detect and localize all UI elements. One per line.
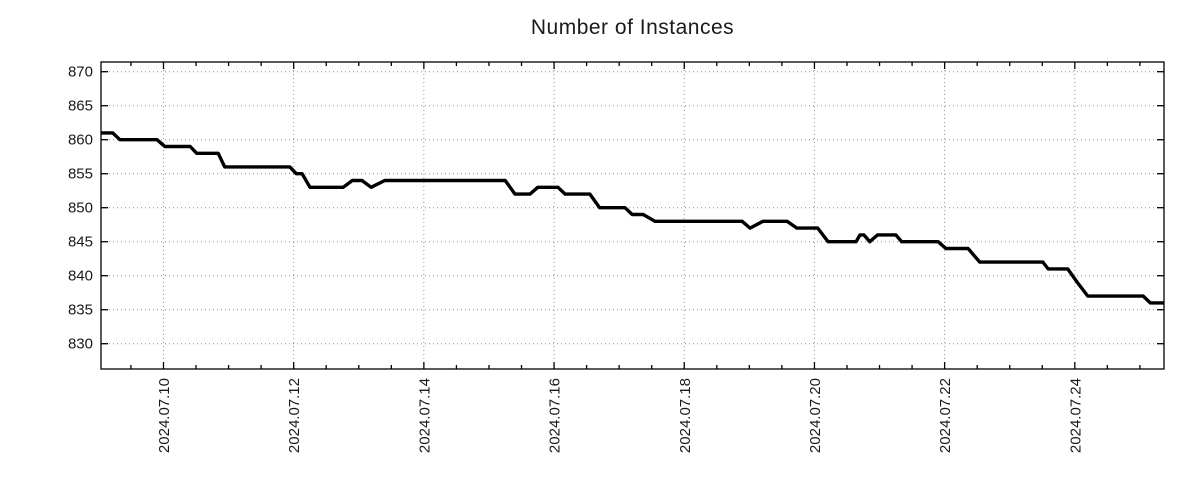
- x-tick-label: 2024.07.16: [547, 378, 564, 453]
- y-tick-label: 860: [68, 132, 93, 149]
- y-tick-label: 850: [68, 200, 93, 217]
- x-tick-label: 2024.07.24: [1067, 378, 1084, 453]
- x-tick-label: 2024.07.12: [286, 378, 303, 453]
- y-tick-label: 830: [68, 336, 93, 353]
- y-tick-label: 845: [68, 234, 93, 251]
- y-tick-label: 835: [68, 302, 93, 319]
- chart-title: Number of Instances: [530, 16, 735, 39]
- plot-border: [100, 61, 1165, 370]
- x-tick-label: 2024.07.14: [416, 378, 433, 453]
- instances-line: [101, 131, 1164, 305]
- x-tick-label: 2024.07.20: [807, 378, 824, 453]
- y-tick-label: 855: [68, 166, 93, 183]
- x-tick-label: 2024.07.18: [677, 378, 694, 453]
- y-tick-label: 865: [68, 98, 93, 115]
- y-tick-label: 870: [68, 64, 93, 81]
- x-tick-label: 2024.07.22: [937, 378, 954, 453]
- y-tick-label: 840: [68, 268, 93, 285]
- x-tick-label: 2024.07.10: [156, 378, 173, 453]
